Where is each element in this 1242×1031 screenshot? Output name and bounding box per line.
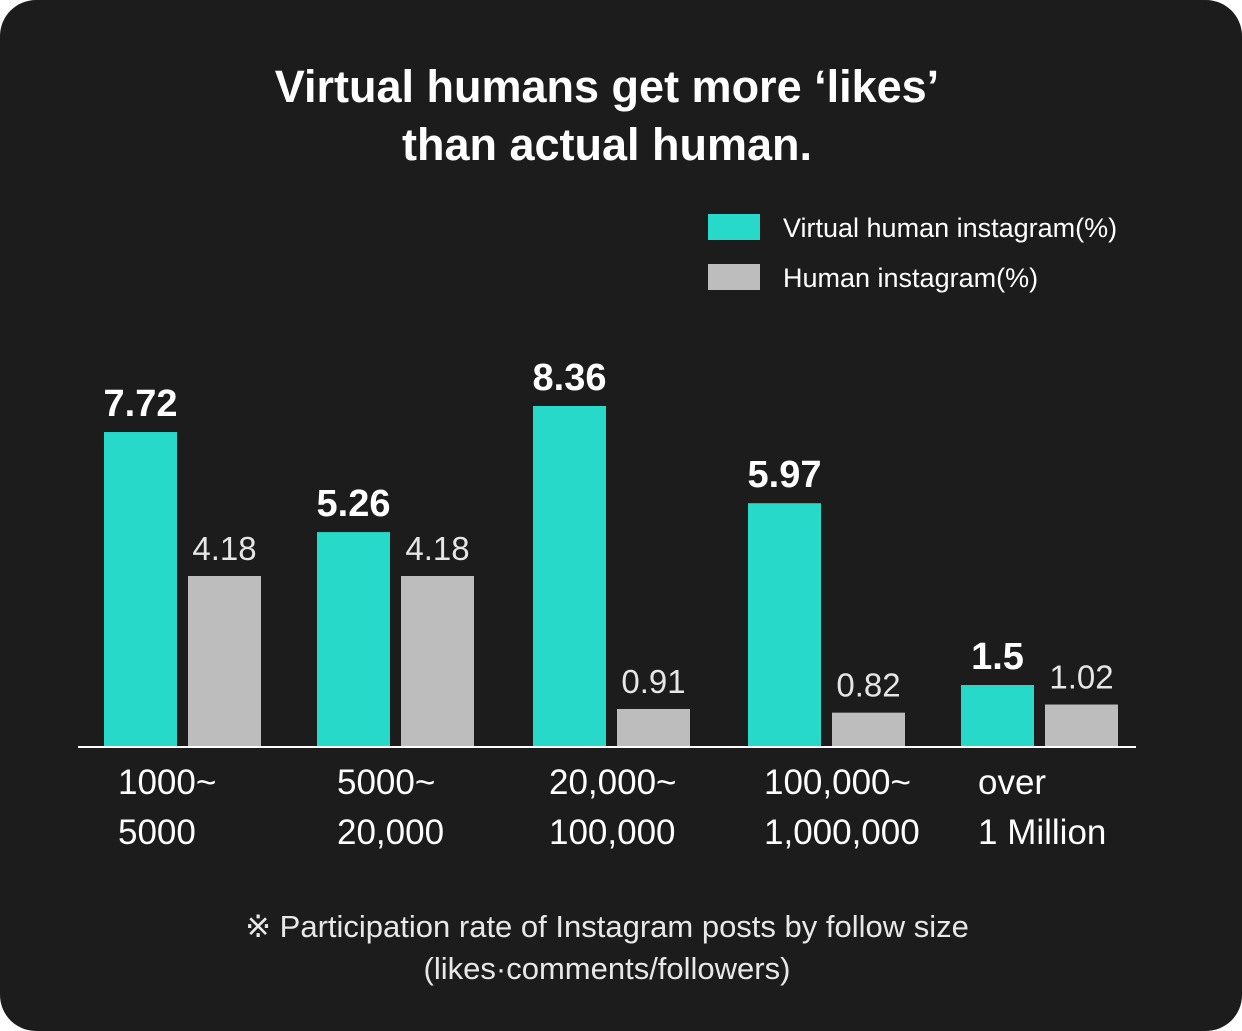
- value-label-human-5: 1.02: [1049, 659, 1113, 696]
- footnote: ※ Participation rate of Instagram posts …: [0, 906, 1214, 990]
- bar-human-1: [188, 576, 261, 746]
- bar-virtual-2: [317, 532, 390, 746]
- value-label-virtual-3: 8.36: [533, 357, 607, 399]
- bar-virtual-4: [748, 503, 821, 746]
- category-label-4-line-1: 100,000~: [764, 763, 911, 802]
- category-label-1-line-1: 1000~: [118, 763, 217, 802]
- bar-human-4: [832, 712, 905, 746]
- footnote-line-1: ※ Participation rate of Instagram posts …: [245, 909, 969, 944]
- category-label-4: 100,000~ 1,000,000: [764, 758, 920, 858]
- category-label-2-line-2: 20,000: [337, 813, 445, 852]
- value-label-virtual-5: 1.5: [971, 636, 1024, 678]
- legend-label-virtual: Virtual human instagram(%): [783, 213, 1118, 243]
- value-label-human-3: 0.91: [621, 663, 685, 700]
- legend-swatch-virtual: [708, 214, 760, 240]
- value-label-virtual-1: 7.72: [104, 383, 178, 425]
- bar-human-2: [401, 576, 474, 746]
- value-label-virtual-2: 5.26: [317, 483, 391, 525]
- bar-virtual-1: [104, 432, 177, 746]
- chart-title: Virtual humans get more ‘likes’ than act…: [0, 58, 1214, 174]
- category-label-3-line-1: 20,000~: [549, 763, 677, 802]
- value-label-human-1: 4.18: [192, 530, 256, 567]
- category-label-4-line-2: 1,000,000: [764, 813, 920, 852]
- bar-virtual-3: [533, 406, 606, 746]
- chart-title-line-2: than actual human.: [401, 119, 813, 170]
- category-label-2: 5000~ 20,000: [337, 758, 444, 858]
- category-label-2-line-1: 5000~: [337, 763, 436, 802]
- legend-label-human: Human instagram(%): [783, 263, 1039, 293]
- category-label-5: over 1 Million: [978, 758, 1106, 858]
- category-label-5-line-1: over: [978, 763, 1047, 802]
- bar-virtual-5: [961, 684, 1034, 746]
- bar-human-5: [1045, 704, 1118, 746]
- category-label-3-line-2: 100,000: [549, 813, 676, 852]
- bar-human-3: [617, 708, 690, 746]
- category-label-1: 1000~ 5000: [118, 758, 216, 858]
- category-label-5-line-2: 1 Million: [978, 813, 1107, 852]
- footnote-line-2: (likes·comments/followers): [423, 951, 791, 986]
- category-label-3: 20,000~ 100,000: [549, 758, 677, 858]
- category-label-1-line-2: 5000: [118, 813, 196, 852]
- value-label-human-2: 4.18: [405, 530, 469, 567]
- value-label-human-4: 0.82: [836, 667, 900, 704]
- value-label-virtual-4: 5.97: [748, 454, 822, 496]
- legend-swatch-human: [708, 264, 760, 290]
- chart-title-line-1: Virtual humans get more ‘likes’: [274, 61, 940, 112]
